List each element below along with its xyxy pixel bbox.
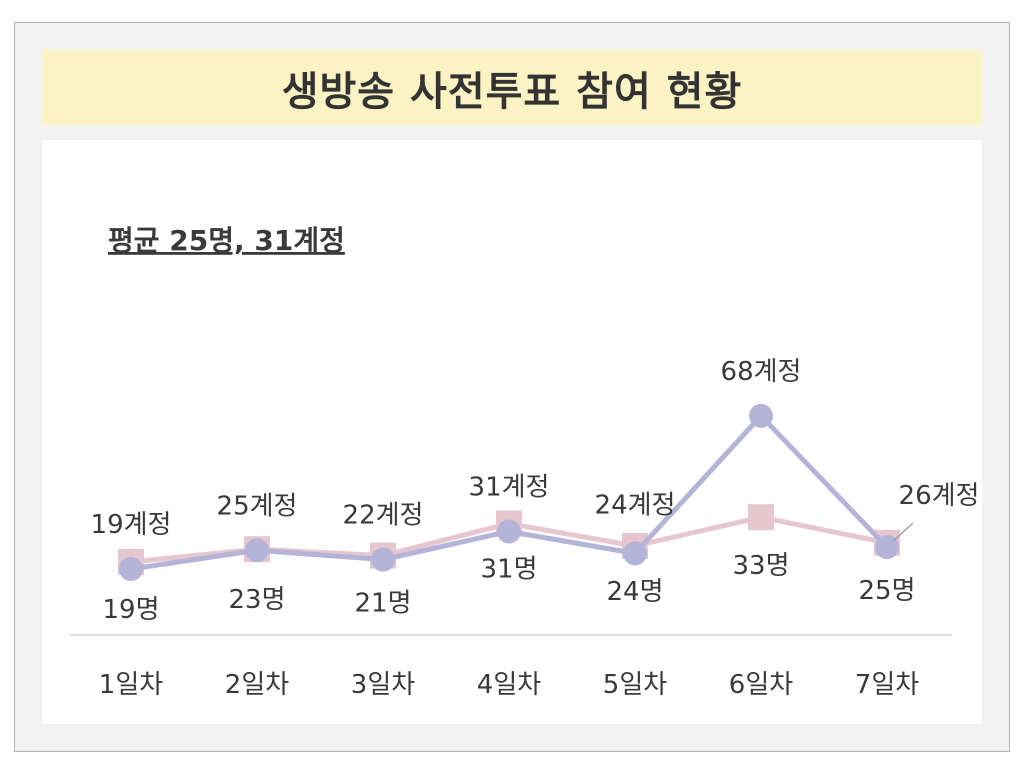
- point-accounts-1: [119, 557, 143, 581]
- label-people-7: 25명: [858, 576, 915, 606]
- plot-area: 평균 25명, 31계정 19계정 25계정 22계정 31계정 24계정 68계정 26계…: [42, 140, 982, 724]
- label-people-5: 24명: [606, 577, 663, 607]
- label-people-6: 33명: [732, 551, 789, 581]
- point-accounts-4: [497, 519, 521, 544]
- chart-title: 생방송 사전투표 참여 현황: [281, 68, 743, 115]
- x-tick-label: 5일차: [603, 670, 667, 700]
- point-accounts-5: [623, 541, 647, 566]
- label-people-2: 23명: [228, 585, 285, 615]
- x-tick-label: 3일차: [351, 670, 415, 700]
- point-accounts-6: [749, 403, 773, 428]
- point-accounts-3: [371, 547, 395, 572]
- label-accounts-7: 26계정: [899, 481, 980, 511]
- label-accounts-1: 19계정: [91, 510, 172, 540]
- x-tick-label: 1일차: [99, 670, 163, 700]
- x-tick-label: 7일차: [855, 670, 919, 700]
- label-people-4: 31명: [480, 555, 537, 585]
- label-accounts-2: 25계정: [217, 491, 298, 521]
- label-accounts-6: 68계정: [721, 357, 802, 387]
- average-annotation: 평균 25명, 31계정: [108, 224, 345, 257]
- label-accounts-5: 24계정: [595, 490, 676, 520]
- chart-title-bar: 생방송 사전투표 참여 현황: [42, 50, 982, 125]
- x-tick-label: 4일차: [477, 670, 541, 700]
- x-tick-label: 2일차: [225, 670, 289, 700]
- label-accounts-4: 31계정: [469, 473, 550, 503]
- label-people-1: 19명: [102, 595, 159, 625]
- point-accounts-2: [245, 538, 269, 563]
- point-people-6: [748, 504, 774, 531]
- leader-line-accounts-7: [892, 522, 914, 542]
- label-people-3: 21명: [354, 589, 411, 619]
- x-tick-label: 6일차: [729, 670, 793, 700]
- line-chart: 평균 25명, 31계정 19계정 25계정 22계정 31계정 24계정 68계정 26계…: [70, 224, 980, 700]
- label-accounts-3: 22계정: [343, 501, 424, 531]
